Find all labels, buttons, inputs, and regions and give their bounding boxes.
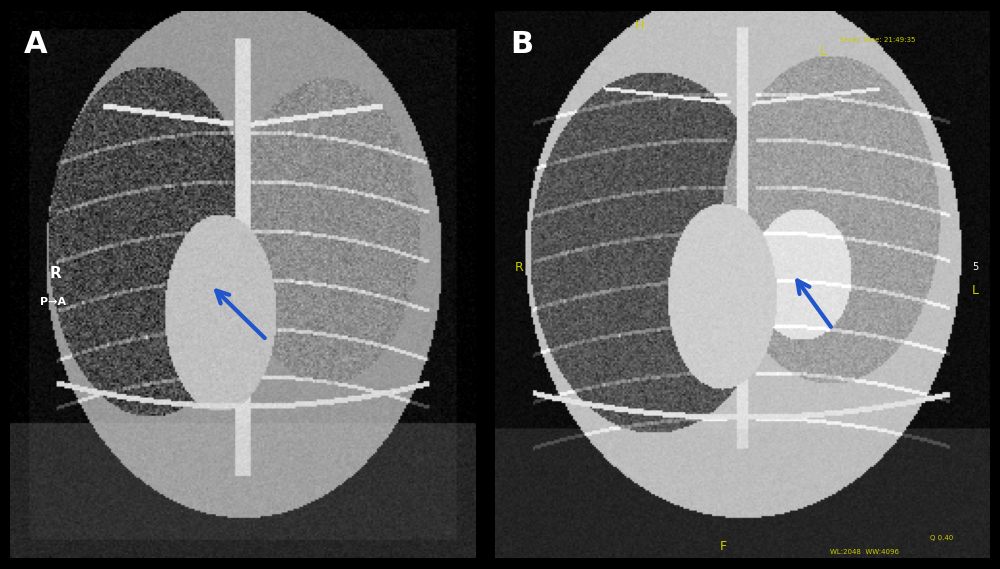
Text: R: R — [515, 261, 524, 274]
Text: L: L — [972, 284, 979, 296]
Text: Q 0.40: Q 0.40 — [930, 535, 953, 541]
Text: R: R — [50, 266, 62, 281]
Text: 5: 5 — [972, 262, 978, 273]
Text: B: B — [510, 31, 533, 60]
Text: L: L — [820, 45, 827, 57]
Text: H: H — [635, 19, 644, 32]
Text: P→A: P→A — [40, 296, 66, 307]
Text: F: F — [720, 540, 727, 552]
Text: A: A — [24, 31, 48, 60]
Text: Study Time: 21:49:35: Study Time: 21:49:35 — [840, 37, 915, 43]
Text: WL:2048  WW:4096: WL:2048 WW:4096 — [830, 549, 899, 555]
